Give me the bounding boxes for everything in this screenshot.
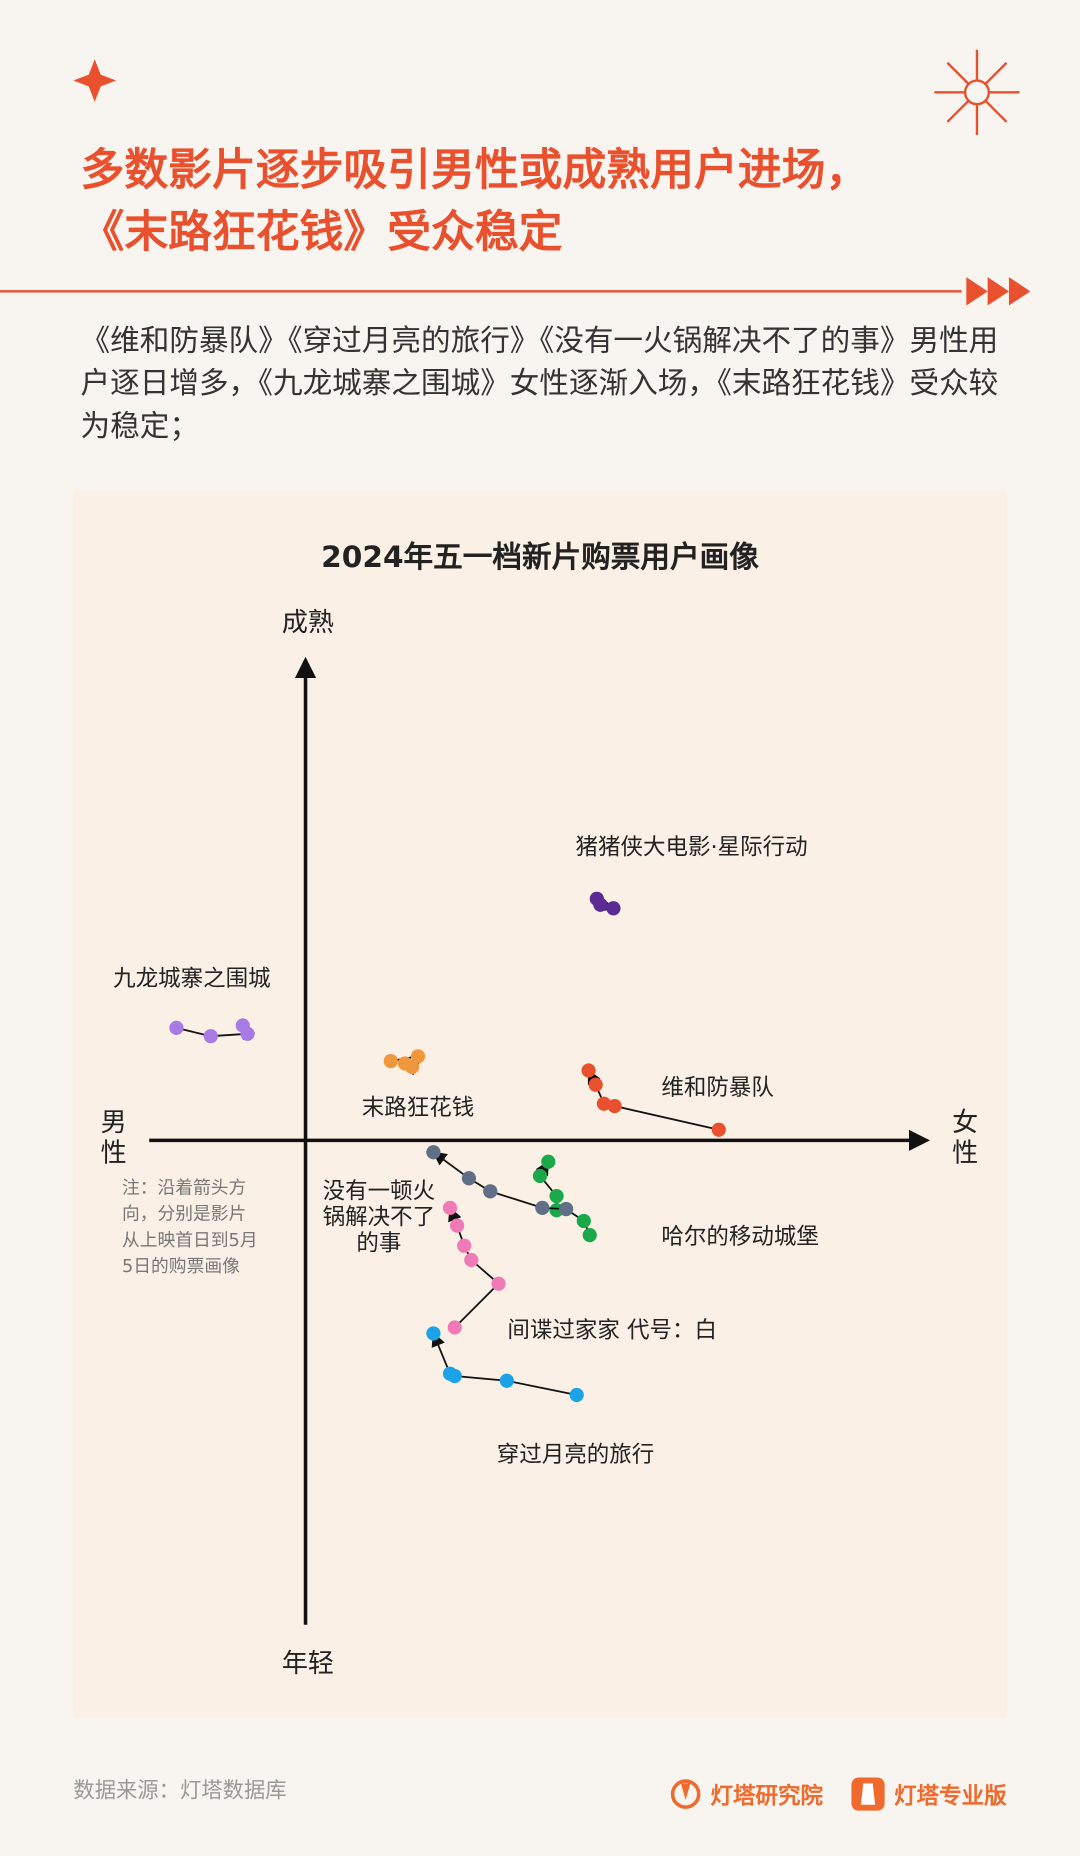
point [461,1171,477,1186]
series-label: 穿过月亮的旅行 [496,1441,655,1468]
point [541,1154,556,1169]
brand-icon [851,1777,885,1811]
y-bottom-label: 年轻 [281,1649,334,1680]
series-label: 九龙城寨之围城 [113,965,271,992]
point [442,1366,458,1381]
point [607,1098,622,1114]
point [449,1218,465,1233]
note: 注：沿着箭头方向，分别是影片从上映首日到5月5日的购票画像 [121,1177,258,1277]
series-label: 末路狂花钱 [361,1094,475,1121]
brand: 灯塔专业版 [894,1783,1007,1810]
sparkle [73,59,117,102]
point [426,1326,441,1341]
point [235,1018,250,1033]
title-line: 多数影片逐步吸引男性或成熟用户进场， [80,144,870,196]
point [711,1122,726,1137]
point [581,1063,596,1078]
title: 多数影片逐步吸引男性或成熟用户进场， 《末路狂花钱》受众稳定 [81,140,870,263]
point [576,1213,591,1229]
point [464,1252,479,1268]
point [447,1320,462,1335]
brand-icon [670,1779,701,1809]
point [535,1200,550,1215]
point [491,1276,506,1291]
point [483,1184,498,1199]
subtitle: 《维和防暴队》《穿过月亮的旅行》《没有一火锅解决不了的事》男性用户逐日增多，《九… [80,323,999,443]
point [593,897,608,912]
point [596,1096,612,1111]
point [606,901,621,916]
chart-panel [73,491,1007,1718]
firework [934,49,1020,135]
series-label: 猪猪侠大电影·星际行动 [575,834,808,861]
point [410,1049,426,1064]
point [582,1228,597,1243]
series-label: 维和防暴队 [661,1074,774,1101]
point [499,1373,514,1388]
title-line: 《末路狂花钱》受众稳定 [80,206,563,257]
point [169,1020,184,1035]
chart-title: 2024年五一档新片购票用户画像 [321,539,759,575]
series-label: 间谍过家家 代号：白 [507,1317,718,1344]
series-label: 哈尔的移动城堡 [661,1223,819,1250]
point [457,1238,472,1253]
brand: 灯塔研究院 [710,1783,824,1810]
x-left-label: 男性 [100,1108,127,1169]
point [383,1053,398,1069]
series-label: 没有一顿火锅解决不了的事 [322,1178,436,1257]
point [588,1077,603,1092]
y-top-label: 成熟 [281,608,334,639]
point [442,1200,458,1215]
x-right-label: 女性 [952,1108,979,1169]
source: 数据来源：灯塔数据库 [73,1778,287,1804]
point [203,1029,218,1044]
point [549,1188,564,1204]
decorations [0,49,1031,306]
divider-arrows [966,277,1031,306]
point [532,1168,548,1184]
point [569,1387,584,1403]
point [558,1201,574,1217]
point [426,1145,441,1160]
point [397,1056,413,1071]
